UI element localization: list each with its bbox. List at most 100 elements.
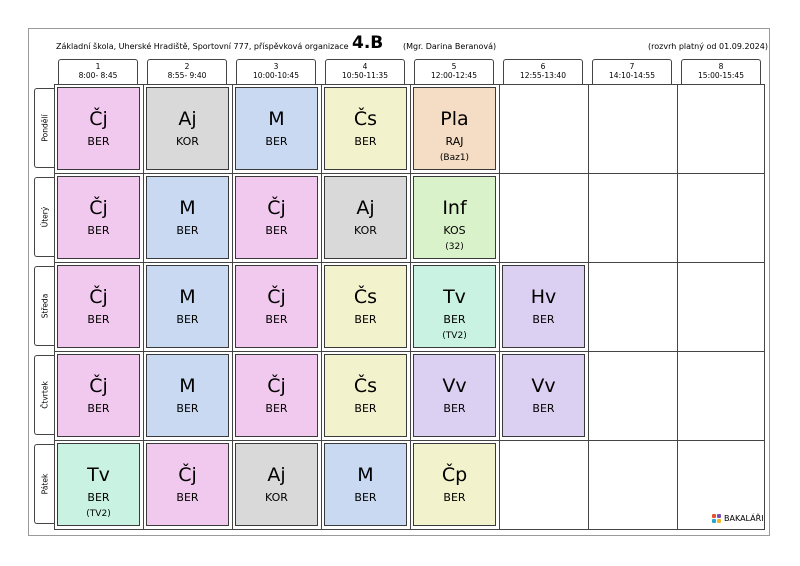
lesson-subject: Čp	[441, 464, 468, 486]
bakalari-logo: BAKALÁŘI	[712, 514, 764, 523]
row-divider	[54, 173, 765, 174]
lesson-teacher: RAJ	[445, 135, 464, 148]
lesson-subject: Tv	[443, 286, 466, 308]
lesson-subject: M	[357, 464, 374, 486]
period-header: 6 12:55-13:40	[503, 59, 583, 85]
lesson-subject: Vv	[531, 375, 556, 397]
lesson-card[interactable]: Tv BER (TV2)	[57, 443, 140, 526]
lesson-teacher: BER	[443, 402, 466, 415]
lesson-teacher: KOR	[176, 135, 199, 148]
lesson-subject: M	[179, 375, 196, 397]
lesson-card[interactable]: Pla RAJ (Baz1)	[413, 87, 496, 170]
lesson-card[interactable]: M BER	[146, 354, 229, 437]
lesson-card[interactable]: Čj BER	[235, 265, 318, 348]
period-header: 1 8:00- 8:45	[58, 59, 138, 85]
lesson-card[interactable]: Čj BER	[57, 354, 140, 437]
day-label: Středa	[34, 266, 54, 346]
row-divider	[54, 440, 765, 441]
lesson-teacher: BER	[532, 313, 555, 326]
column-divider	[677, 84, 678, 530]
lesson-teacher: BER	[354, 491, 377, 504]
lesson-teacher: BER	[532, 402, 555, 415]
period-time: 10:50-11:35	[342, 71, 388, 80]
timetable-frame	[28, 28, 770, 536]
lesson-card[interactable]: Čj BER	[235, 354, 318, 437]
lesson-teacher: BER	[87, 313, 110, 326]
column-divider	[588, 84, 589, 530]
lesson-card[interactable]: Aj KOR	[146, 87, 229, 170]
validity-note: (rozvrh platný od 01.09.2024)	[648, 42, 768, 51]
period-number: 8	[718, 62, 724, 71]
column-divider	[143, 84, 144, 530]
period-number: 5	[451, 62, 457, 71]
row-divider	[54, 351, 765, 352]
period-time: 12:55-13:40	[520, 71, 566, 80]
lesson-card[interactable]: Čs BER	[324, 87, 407, 170]
lesson-card[interactable]: Vv BER	[413, 354, 496, 437]
period-time: 12:00-12:45	[431, 71, 477, 80]
period-header: 2 8:55- 9:40	[147, 59, 227, 85]
lesson-teacher: BER	[176, 402, 199, 415]
lesson-card[interactable]: Tv BER (TV2)	[413, 265, 496, 348]
lesson-teacher: BER	[87, 135, 110, 148]
day-label: Pondělí	[34, 88, 54, 168]
lesson-card[interactable]: Čj BER	[57, 176, 140, 259]
lesson-subject: Inf	[442, 197, 467, 219]
row-divider	[54, 262, 765, 263]
lesson-card[interactable]: Čj BER	[57, 87, 140, 170]
timetable-grid	[54, 84, 765, 530]
lesson-subject: Tv	[87, 464, 110, 486]
day-name: Úterý	[40, 206, 49, 228]
lesson-subject: Čj	[267, 286, 286, 308]
day-name: Pondělí	[40, 114, 49, 142]
lesson-card[interactable]: Hv BER	[502, 265, 585, 348]
lesson-teacher: BER	[265, 135, 288, 148]
lesson-card[interactable]: Vv BER	[502, 354, 585, 437]
lesson-subject: Čj	[267, 197, 286, 219]
lesson-subject: Aj	[356, 197, 375, 219]
lesson-card[interactable]: Čs BER	[324, 265, 407, 348]
lesson-teacher: BER	[265, 224, 288, 237]
bakalari-logo-text: BAKALÁŘI	[724, 514, 764, 523]
column-divider	[321, 84, 322, 530]
lesson-card[interactable]: Inf KOS (32)	[413, 176, 496, 259]
period-time: 8:00- 8:45	[78, 71, 118, 80]
lesson-card[interactable]: M BER	[146, 265, 229, 348]
period-time: 14:10-14:55	[609, 71, 655, 80]
lesson-teacher: BER	[443, 313, 466, 326]
lesson-teacher: BER	[354, 313, 377, 326]
lesson-subject: M	[179, 286, 196, 308]
class-teacher: (Mgr. Darina Beranová)	[403, 42, 497, 51]
period-time: 15:00-15:45	[698, 71, 744, 80]
lesson-card[interactable]: M BER	[324, 443, 407, 526]
lesson-card[interactable]: Aj KOR	[235, 443, 318, 526]
period-number: 6	[540, 62, 546, 71]
day-label: Pátek	[34, 444, 54, 524]
lesson-card[interactable]: Čj BER	[235, 176, 318, 259]
lesson-subject: M	[268, 108, 285, 130]
period-header: 5 12:00-12:45	[414, 59, 494, 85]
lesson-card[interactable]: M BER	[235, 87, 318, 170]
lesson-room: (TV2)	[442, 331, 467, 341]
lesson-room: (TV2)	[86, 509, 111, 519]
period-header: 4 10:50-11:35	[325, 59, 405, 85]
lesson-teacher: BER	[87, 224, 110, 237]
lesson-teacher: BER	[176, 491, 199, 504]
lesson-subject: Aj	[267, 464, 286, 486]
lesson-card[interactable]: Čs BER	[324, 354, 407, 437]
lesson-card[interactable]: Aj KOR	[324, 176, 407, 259]
day-name: Pátek	[40, 473, 49, 495]
lesson-card[interactable]: Čj BER	[57, 265, 140, 348]
period-header: 3 10:00-10:45	[236, 59, 316, 85]
lesson-teacher: KOR	[354, 224, 377, 237]
lesson-subject: Hv	[530, 286, 557, 308]
lesson-card[interactable]: Čj BER	[146, 443, 229, 526]
lesson-subject: Čs	[353, 286, 378, 308]
lesson-teacher: BER	[87, 491, 110, 504]
period-number: 4	[362, 62, 368, 71]
lesson-subject: Čs	[353, 108, 378, 130]
day-label: Čtvrtek	[34, 355, 54, 435]
lesson-card[interactable]: Čp BER	[413, 443, 496, 526]
lesson-teacher: BER	[354, 402, 377, 415]
lesson-card[interactable]: M BER	[146, 176, 229, 259]
